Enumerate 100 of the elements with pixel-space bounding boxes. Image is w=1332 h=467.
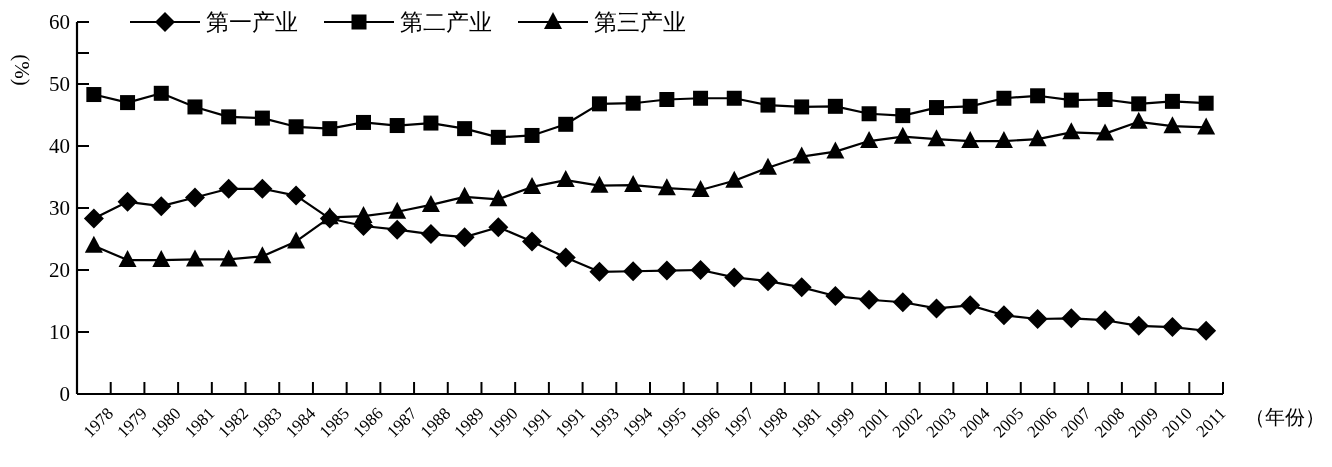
legend-label: 第二产业 xyxy=(400,10,492,35)
point xyxy=(758,157,777,175)
point xyxy=(1097,92,1113,107)
point xyxy=(623,261,644,282)
point xyxy=(488,217,509,238)
point xyxy=(657,178,676,196)
point xyxy=(726,90,742,106)
point xyxy=(1095,310,1116,331)
point xyxy=(117,191,138,212)
y-tick-label: 50 xyxy=(49,72,70,96)
point xyxy=(1196,320,1217,341)
point xyxy=(927,129,946,147)
point xyxy=(185,249,204,267)
y-tick-label: 30 xyxy=(49,196,70,220)
point xyxy=(690,260,711,280)
y-tick-label: 0 xyxy=(59,382,70,406)
point xyxy=(656,260,677,281)
point xyxy=(1063,92,1079,108)
point xyxy=(1027,308,1048,329)
point xyxy=(1197,117,1216,135)
point xyxy=(724,267,745,288)
point xyxy=(757,271,778,292)
point xyxy=(254,110,270,126)
point xyxy=(1162,317,1183,338)
point xyxy=(792,146,811,164)
point xyxy=(558,116,574,132)
point xyxy=(219,249,238,267)
point xyxy=(826,141,845,159)
point xyxy=(960,295,981,316)
point xyxy=(993,305,1014,326)
point xyxy=(996,90,1012,106)
point xyxy=(861,106,877,122)
point xyxy=(961,131,980,149)
point xyxy=(1164,93,1180,109)
y-tick-label: 40 xyxy=(49,134,70,158)
point xyxy=(794,99,810,115)
point xyxy=(387,219,408,240)
point xyxy=(86,87,102,103)
point xyxy=(895,108,911,124)
point xyxy=(457,121,473,137)
point xyxy=(555,247,576,268)
point xyxy=(252,178,273,199)
point xyxy=(322,121,338,137)
point xyxy=(859,289,880,310)
point xyxy=(218,178,239,199)
point xyxy=(524,127,540,143)
point xyxy=(1062,122,1081,140)
point xyxy=(455,186,474,204)
point xyxy=(356,114,371,130)
point xyxy=(421,194,440,212)
point xyxy=(625,95,641,111)
point xyxy=(184,187,205,208)
point xyxy=(253,246,272,264)
legend-label: 第一产业 xyxy=(206,10,298,35)
point xyxy=(523,176,542,194)
point xyxy=(589,261,610,282)
point xyxy=(791,277,812,298)
point xyxy=(288,119,304,135)
y-tick-label: 60 xyxy=(49,10,70,34)
point xyxy=(420,224,441,245)
point xyxy=(454,227,475,248)
point xyxy=(1028,129,1047,147)
x-axis-title: （年份） xyxy=(1245,406,1325,428)
point xyxy=(354,206,373,224)
point xyxy=(926,298,947,319)
point xyxy=(962,98,978,114)
x-tick-label: 1981 xyxy=(787,403,825,442)
point xyxy=(389,118,405,134)
point xyxy=(118,250,137,268)
point xyxy=(522,231,543,252)
point xyxy=(725,170,744,188)
point xyxy=(287,231,306,249)
point xyxy=(83,208,104,229)
point xyxy=(590,175,609,193)
point xyxy=(151,196,172,217)
point xyxy=(892,292,913,313)
point xyxy=(1129,111,1148,129)
point xyxy=(556,170,575,188)
point xyxy=(893,126,912,144)
point xyxy=(760,97,776,113)
point xyxy=(286,185,307,206)
point xyxy=(1198,95,1214,111)
y-axis-title: (%) xyxy=(10,54,34,86)
point xyxy=(84,235,103,253)
point xyxy=(591,96,607,112)
point xyxy=(423,115,439,131)
point xyxy=(691,180,710,198)
point xyxy=(860,131,879,149)
point xyxy=(489,189,508,207)
point xyxy=(221,109,237,125)
y-tick-label: 10 xyxy=(49,320,70,344)
point xyxy=(825,286,846,307)
point xyxy=(1131,96,1147,112)
point xyxy=(1061,308,1082,329)
point xyxy=(388,201,407,219)
point xyxy=(1096,123,1115,141)
point xyxy=(994,131,1013,149)
y-tick-label: 20 xyxy=(49,258,70,282)
point xyxy=(624,175,643,193)
point xyxy=(152,250,171,268)
